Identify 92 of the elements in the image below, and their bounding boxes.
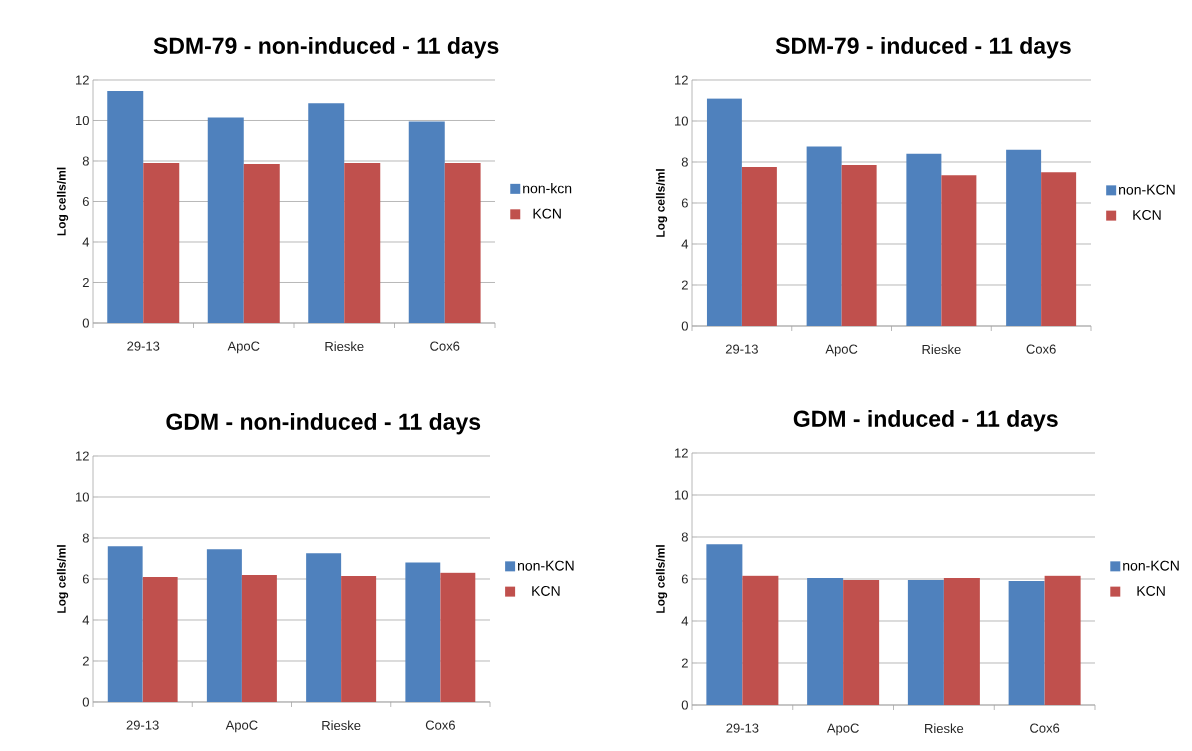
chart-title: SDM-79 - non-induced - 11 days: [153, 37, 499, 59]
y-tick-label: 4: [681, 616, 689, 626]
y-axis-title: Log cells/ml: [655, 545, 668, 613]
y-tick-label: 10: [675, 490, 688, 500]
x-tick-label: 29-13: [126, 720, 159, 730]
bar: [943, 577, 980, 705]
y-tick-label: 0: [681, 321, 688, 331]
y-tick-label: 2: [681, 280, 688, 290]
y-tick-label: 8: [681, 157, 688, 167]
legend-label: KCN: [1133, 209, 1161, 220]
x-tick-label: Cox6: [430, 341, 460, 351]
y-tick-label: 8: [681, 532, 688, 542]
y-tick-label: 6: [82, 574, 89, 584]
legend-label: non-KCN: [1119, 184, 1175, 195]
bar: [241, 574, 277, 702]
bar: [907, 580, 944, 705]
bar: [207, 117, 244, 323]
y-tick-label: 0: [82, 318, 89, 328]
y-tick-label: 6: [82, 196, 89, 207]
bar: [440, 572, 476, 702]
x-tick-label: ApoC: [227, 341, 260, 354]
y-tick-label: 12: [675, 448, 688, 458]
y-tick-label: 0: [681, 700, 688, 710]
y-tick-label: 4: [681, 239, 689, 249]
bar: [941, 175, 977, 326]
bar: [807, 577, 844, 705]
legend-label: KCN: [1137, 585, 1165, 596]
y-tick-label: 10: [76, 492, 89, 502]
bar: [1008, 581, 1045, 705]
bar: [741, 167, 777, 326]
bar: [143, 163, 180, 323]
y-tick-label: 12: [76, 451, 89, 461]
chart-title: GDM - non-induced - 11 days: [166, 413, 481, 435]
legend-label: non-KCN: [1123, 560, 1179, 571]
legend-label: non-KCN: [518, 560, 574, 571]
bar: [742, 575, 779, 705]
chart-title: GDM - induced - 11 days: [793, 410, 1058, 432]
y-tick-label: 2: [82, 656, 89, 666]
x-tick-label: Rieske: [325, 341, 364, 352]
y-tick-label: 2: [82, 277, 89, 288]
x-tick-label: 29-13: [127, 341, 160, 351]
bar: [405, 562, 441, 702]
bar: [706, 98, 742, 326]
y-tick-label: 4: [82, 615, 90, 625]
y-axis-title: Log cells/ml: [56, 167, 69, 236]
x-tick-label: Rieske: [925, 723, 964, 734]
y-tick-label: 12: [76, 75, 89, 85]
x-tick-label: 29-13: [726, 723, 759, 733]
y-tick-label: 8: [82, 156, 89, 166]
bar: [206, 549, 242, 702]
x-tick-label: Cox6: [425, 720, 455, 730]
x-tick-label: ApoC: [825, 344, 858, 357]
y-tick-label: 12: [675, 75, 688, 85]
x-tick-label: ApoC: [225, 720, 258, 733]
y-tick-label: 10: [76, 115, 89, 126]
bar: [107, 546, 143, 702]
bar: [1041, 172, 1077, 326]
bar: [142, 576, 178, 702]
y-tick-label: 10: [675, 116, 688, 126]
y-axis-title: Log cells/ml: [655, 169, 668, 237]
x-tick-label: 29-13: [725, 344, 758, 354]
chart-title: SDM-79 - induced - 11 days: [775, 37, 1071, 59]
bar: [444, 163, 481, 323]
y-tick-label: 0: [82, 697, 89, 707]
x-tick-label: Cox6: [1026, 344, 1056, 354]
bar: [341, 575, 377, 702]
legend-label: KCN: [532, 585, 560, 596]
bar: [306, 553, 342, 702]
bar: [408, 121, 445, 323]
bar: [841, 165, 877, 326]
bar: [706, 544, 743, 705]
bar: [243, 164, 280, 323]
x-tick-label: ApoC: [826, 723, 859, 736]
x-tick-label: Rieske: [322, 720, 361, 731]
legend-label: KCN: [533, 208, 561, 219]
y-axis-title: Log cells/ml: [56, 545, 69, 613]
bar: [1006, 149, 1042, 326]
bar: [107, 91, 144, 323]
bar: [843, 580, 880, 705]
y-tick-label: 6: [681, 574, 688, 584]
x-tick-label: Cox6: [1030, 723, 1060, 733]
bar: [1044, 575, 1081, 705]
y-tick-label: 2: [681, 658, 688, 668]
legend-label: non-kcn: [523, 183, 572, 194]
bar: [344, 163, 381, 323]
bar: [806, 146, 842, 326]
y-tick-label: 4: [82, 237, 90, 247]
bar: [308, 103, 345, 323]
bar: [906, 153, 942, 326]
x-tick-label: Rieske: [922, 344, 961, 355]
y-tick-label: 6: [681, 198, 688, 208]
y-tick-label: 8: [82, 533, 89, 543]
